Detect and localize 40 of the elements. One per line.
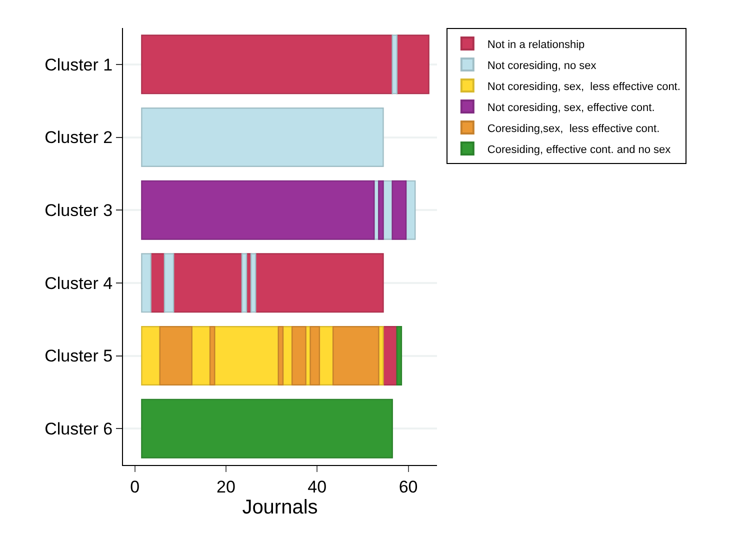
bar xyxy=(392,34,398,94)
legend-label: Coresiding,sex, less effective cont. xyxy=(487,122,660,135)
bar xyxy=(255,253,384,313)
legend-label: Coresiding, effective cont. and no sex xyxy=(487,144,672,156)
bar xyxy=(332,326,380,386)
legend-label: Not coresiding, no sex xyxy=(487,60,597,72)
y-tick-label: Cluster 6 xyxy=(44,420,113,439)
x-tick-label: 60 xyxy=(398,477,418,496)
x-tick-label: 20 xyxy=(216,477,236,496)
legend-label: Not coresiding, sex, effective cont. xyxy=(487,102,655,114)
bar xyxy=(214,326,279,386)
bar xyxy=(141,108,384,167)
bar xyxy=(278,326,284,386)
bar xyxy=(141,326,161,386)
y-tick-label: Cluster 1 xyxy=(44,55,113,74)
bar xyxy=(396,326,402,386)
y-tick-label: Cluster 5 xyxy=(44,346,113,366)
y-tick-label: Cluster 4 xyxy=(44,274,113,293)
legend-label: Not in a relationship xyxy=(487,38,585,51)
y-tick-label: Cluster 3 xyxy=(44,201,113,220)
bar xyxy=(392,180,407,240)
bar xyxy=(164,253,174,313)
y-tick-label: Cluster 2 xyxy=(44,128,113,148)
bar xyxy=(291,326,306,386)
x-tick-label: 0 xyxy=(130,477,140,496)
bar xyxy=(250,253,256,313)
legend-label: Not coresiding, sex, less effective cont. xyxy=(487,80,680,93)
bar xyxy=(209,326,216,386)
bar xyxy=(159,326,192,386)
bar xyxy=(141,253,152,313)
bar xyxy=(172,253,243,313)
bar xyxy=(141,180,375,240)
bar xyxy=(241,253,248,313)
bar xyxy=(310,326,320,386)
bar xyxy=(141,398,393,458)
bar xyxy=(396,34,430,94)
x-axis-title: Journals xyxy=(242,496,318,518)
bar xyxy=(378,180,384,240)
bar xyxy=(141,34,393,94)
x-tick-label: 40 xyxy=(308,477,327,496)
